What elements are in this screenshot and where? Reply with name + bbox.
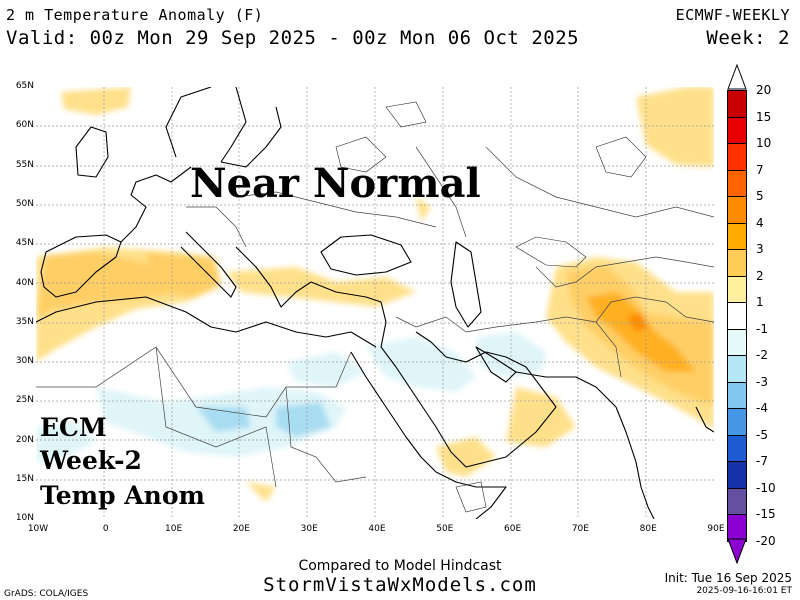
lat-tick-label: 60N [15, 120, 34, 131]
legend-swatch [727, 487, 747, 515]
lon-tick-label: 10E [165, 524, 183, 534]
lat-tick-label: 20N [15, 434, 34, 445]
lat-tick-label: 55N [15, 159, 34, 170]
lon-tick-label: 60E [504, 524, 522, 534]
ecm-label-line-1: ECM [40, 413, 107, 442]
legend-swatch [727, 461, 747, 489]
anomaly-map [36, 87, 714, 519]
legend-label: 5 [756, 189, 764, 203]
lat-tick-label: 40N [15, 277, 34, 288]
legend-swatch [727, 302, 747, 330]
near-normal-label: Near Normal [190, 160, 481, 207]
legend-label: -4 [756, 401, 768, 415]
contour-lines [335, 101, 647, 513]
lat-tick-label: 25N [15, 395, 34, 406]
lon-tick-label: 20E [232, 524, 250, 534]
map-canvas [36, 87, 714, 519]
legend-swatch [727, 249, 747, 277]
lon-tick-label: 0 [102, 524, 109, 534]
legend-label: -20 [756, 533, 776, 548]
legend-label: 2 [756, 268, 764, 283]
forecast-week: Week: 2 [706, 27, 790, 49]
legend-swatch [727, 169, 747, 197]
legend-swatch [727, 222, 747, 250]
timestamp: 2025-09-16-16:01 ET [696, 586, 792, 596]
legend-label: -15 [756, 507, 776, 521]
legend-label: -5 [756, 427, 768, 442]
legend-label: -2 [756, 348, 768, 362]
legend-swatch [727, 355, 747, 383]
lat-tick-label: 35N [15, 316, 34, 327]
lat-tick-label: 65N [15, 81, 34, 91]
legend-swatch [727, 408, 747, 436]
legend-top-arrow [727, 64, 747, 90]
legend-label: -10 [756, 480, 776, 495]
legend-swatch [727, 381, 747, 409]
country-borders [36, 146, 714, 488]
valid-period: Valid: 00z Mon 29 Sep 2025 - 00z Mon 06 … [6, 27, 580, 49]
color-legend [727, 64, 747, 550]
lat-tick-label: 15N [15, 474, 34, 484]
lon-tick-label: 40E [368, 524, 386, 534]
legend-label: 1 [756, 295, 764, 309]
legend-swatch [727, 434, 747, 462]
lon-tick-label: 10W [27, 524, 49, 534]
legend-label: -3 [756, 374, 768, 389]
legend-swatch [727, 116, 747, 144]
lat-tick-label: 10N [15, 513, 34, 524]
legend-label: -1 [756, 321, 768, 336]
lon-tick-label: 70E [571, 524, 589, 534]
legend-swatch [727, 328, 747, 356]
lon-tick-label: 80E [639, 524, 657, 534]
legend-swatch [727, 90, 747, 118]
lon-tick-label: 50E [436, 524, 454, 534]
init-time: Init: Tue 16 Sep 2025 [664, 571, 792, 585]
legend-swatch [727, 275, 747, 303]
legend-label: 4 [756, 215, 764, 230]
lat-tick-label: 30N [15, 356, 34, 367]
lon-tick-label: 90E [707, 524, 725, 534]
site-name: StormVistaWxModels.com [263, 574, 537, 596]
ecm-label-line-3: Temp Anom [40, 481, 205, 510]
model-name: ECMWF-WEEKLY [675, 6, 790, 24]
grads-credit: GrADS: COLA/IGES [4, 589, 89, 599]
legend-swatch [727, 196, 747, 224]
lat-tick-label: 50N [15, 198, 34, 209]
lat-tick-label: 45N [15, 238, 34, 249]
hindcast-note: Compared to Model Hindcast [298, 558, 502, 574]
ecm-label-line-2: Week-2 [40, 446, 142, 475]
legend-label: -7 [756, 454, 768, 468]
legend-label: 7 [756, 162, 764, 177]
lon-tick-label: 30E [300, 524, 318, 534]
graticule [36, 87, 714, 519]
legend-bottom-arrow [727, 538, 747, 564]
legend-label: 10 [756, 136, 772, 150]
legend-label: 3 [756, 242, 764, 256]
legend-swatch [727, 143, 747, 171]
coastlines [36, 87, 714, 519]
legend-label: 20 [756, 83, 772, 97]
legend-label: 15 [756, 109, 772, 124]
map-title: 2 m Temperature Anomaly (F) [6, 6, 264, 24]
